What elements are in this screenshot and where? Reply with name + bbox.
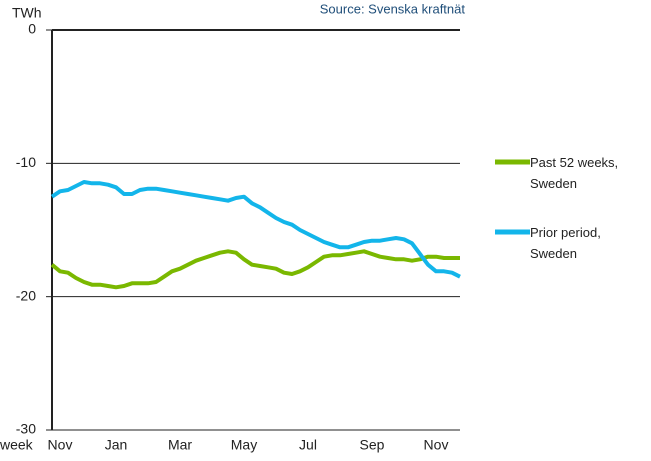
data-line	[50, 180, 461, 279]
source: Source: Svenska kraftnät	[320, 1, 466, 16]
x-tick-label: Jul	[299, 437, 317, 453]
x-tick-label: Nov	[424, 437, 449, 453]
y-tick-label: -20	[16, 287, 36, 303]
x-tick-label: Mar	[168, 437, 192, 453]
y-axis-label: TWh	[12, 5, 42, 21]
y-tick-label: -10	[16, 154, 36, 170]
legend-label: Prior period, Sweden	[530, 225, 601, 261]
y-tick-label: 0	[28, 21, 36, 37]
data-line	[50, 249, 460, 290]
x-tick-label: May	[231, 437, 257, 453]
legend-label: Past 52 weeks, Sweden	[530, 155, 619, 191]
x-axis-label: week	[0, 437, 34, 453]
x-tick-label: Jan	[105, 437, 128, 453]
x-tick-label: Nov	[48, 437, 73, 453]
x-tick-label: Sep	[360, 437, 385, 453]
y-tick-label: -30	[16, 421, 36, 437]
